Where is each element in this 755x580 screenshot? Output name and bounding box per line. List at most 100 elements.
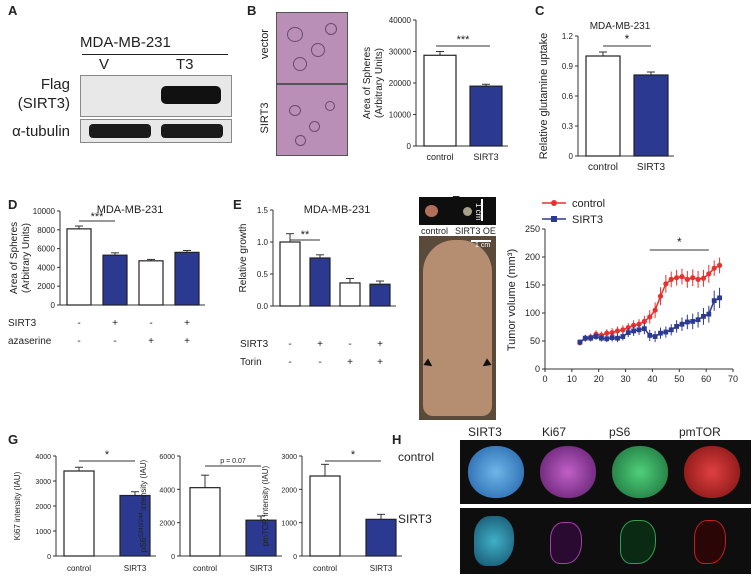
panel-e-treatment-sign: + <box>377 357 383 368</box>
panel-c-y-tick-label: 0.3 <box>562 122 574 131</box>
panel-label-h: H <box>392 432 402 447</box>
mouse-body <box>423 240 492 416</box>
panel-g1-x-label: SIRT3 <box>124 564 147 573</box>
panel-g1-y-label: Ki67 intensity (IAU) <box>13 471 22 540</box>
panel-c-y-tick-label: 0.9 <box>562 62 574 71</box>
panel-d-treatment-sign: + <box>148 336 154 347</box>
panel-e-y-tick-label: 0.5 <box>257 270 269 279</box>
panel-f-point-SIRT3 <box>658 330 663 336</box>
panel-c-bar <box>585 55 621 157</box>
panel-d-treatment-sign: + <box>112 318 118 329</box>
panel-f-x-tick-label: 30 <box>621 374 631 384</box>
panel-e-significance: ** <box>301 229 310 241</box>
panel-e-y-label: Relative growth <box>238 224 249 293</box>
panel-e-treatment-sign: - <box>318 357 321 368</box>
panel-g3-bar <box>365 518 397 557</box>
panel-g1-bar <box>119 494 151 557</box>
panel-g3-y-tick-label: 0 <box>293 554 297 561</box>
panel-c-y-tick-label: 0 <box>569 152 574 161</box>
blot-row-tubulin: α-tubulin <box>12 123 70 140</box>
tumor-photo: 1 cm <box>419 197 496 225</box>
panel-b-y-tick-label: 10000 <box>389 111 412 120</box>
histology-ki67-sirt3 <box>550 522 582 564</box>
panel-b-y-tick-label: 40000 <box>389 16 412 25</box>
panel-d-bar <box>102 254 128 306</box>
panel-label-b: B <box>247 3 257 18</box>
panel-d-y-tick-label: 0 <box>51 301 56 310</box>
panel-g1-y-tick-label: 0 <box>47 554 51 561</box>
panel-g1-significance: * <box>105 449 110 461</box>
panel-g2-bar <box>189 487 221 557</box>
panel-f-point-control <box>668 276 674 282</box>
blot-band-tubulin-t3 <box>161 124 223 138</box>
panel-e-treatment-sign: - <box>288 357 291 368</box>
panel-e-y-tick-label: 0.0 <box>257 302 269 311</box>
panel-f-x-tick-label: 0 <box>542 374 547 384</box>
blot-row-flag: Flag <box>40 76 70 93</box>
panel-f-legend-marker <box>551 200 557 206</box>
panel-f-point-SIRT3 <box>690 319 696 324</box>
panel-f-significance: * <box>677 235 682 249</box>
panel-e-treatment-name: SIRT3 <box>240 339 269 350</box>
panel-e-bar <box>309 257 331 307</box>
panel-g2-y-tick-label: 0 <box>171 554 175 561</box>
panel-d-y-tick-label: 8000 <box>37 226 55 235</box>
panel-g3-x-label: SIRT3 <box>370 564 393 573</box>
blot-row-sirt3: (SIRT3) <box>17 95 70 112</box>
tumor-label-control: control <box>421 226 449 236</box>
panel-f-point-SIRT3 <box>668 327 674 333</box>
panel-d-treatment-sign: + <box>184 318 190 329</box>
panel-f-point-control <box>706 271 712 277</box>
panel-g3-bar <box>309 475 341 557</box>
panel-f-point-control <box>663 281 669 287</box>
panel-e-treatment-name: Torin <box>240 357 262 368</box>
panel-f-y-tick-label: 200 <box>525 252 540 262</box>
panel-f-point-control <box>614 328 621 334</box>
histology-sirt3-row <box>460 508 751 574</box>
panel-b-bar <box>469 85 503 147</box>
panel-f-point-SIRT3 <box>593 334 599 339</box>
sphere-cell <box>295 135 306 146</box>
panel-f-point-SIRT3 <box>701 313 706 319</box>
panel-b-y-tick-label: 30000 <box>389 48 412 57</box>
panel-b-x-label: SIRT3 <box>473 152 498 162</box>
panel-d-title: MDA-MB-231 <box>97 204 164 216</box>
panel-d-treatment-name: SIRT3 <box>8 318 37 329</box>
histology-sirt3-sirt3 <box>474 516 514 566</box>
panel-d-y-tick-label: 6000 <box>37 245 55 254</box>
panel-f-point-SIRT3 <box>647 333 653 338</box>
panel-b-y-tick-label: 20000 <box>389 79 412 88</box>
panel-f-y-tick-label: 250 <box>525 224 540 234</box>
panel-f-x-tick-label: 50 <box>674 374 684 384</box>
blot-cell-line: MDA-MB-231 <box>80 34 171 51</box>
panel-f-point-control <box>700 275 707 281</box>
stain-label-ps6: pS6 <box>609 425 631 439</box>
panel-g3-y-tick-label: 1000 <box>281 521 297 528</box>
panel-g3-x-label: control <box>313 564 337 573</box>
panel-f-point-SIRT3 <box>695 317 701 323</box>
histology-ps6-control <box>612 446 668 498</box>
panel-f-x-tick-label: 10 <box>567 374 577 384</box>
lane-label-v: V <box>99 56 110 73</box>
sphere-cell <box>289 105 301 116</box>
panel-g1-y-tick-label: 3000 <box>35 479 51 486</box>
panel-f-point-control <box>609 330 615 336</box>
panel-f-x-tick-label: 70 <box>728 374 738 384</box>
panel-d-treatment-sign: - <box>113 336 116 347</box>
panel-f-point-SIRT3 <box>625 330 631 335</box>
sphere-photo-sirt3 <box>276 84 348 156</box>
panel-g3-significance: * <box>351 449 356 461</box>
blot-flag-membrane <box>80 75 232 117</box>
panel-f-point-control <box>674 275 680 281</box>
panel-f-point-control <box>657 293 664 299</box>
panel-c-y-tick-label: 0.6 <box>562 92 574 101</box>
panel-f-point-SIRT3 <box>641 326 647 332</box>
panel-d-y-label: (Arbitrary Units) <box>21 223 32 293</box>
panel-f-y-tick-label: 0 <box>535 364 540 374</box>
panel-b-x-label: control <box>426 152 453 162</box>
panel-f-point-control <box>695 276 701 282</box>
panel-c-title: MDA-MB-231 <box>590 21 651 32</box>
panel-f-point-SIRT3 <box>717 295 722 301</box>
panel-f-point-SIRT3 <box>679 321 685 327</box>
